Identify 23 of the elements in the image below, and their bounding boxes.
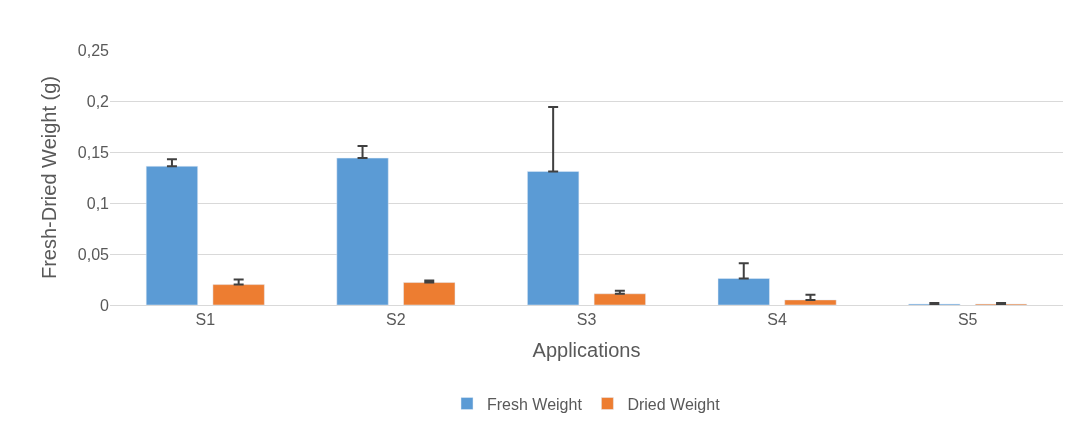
y-tick-label: 0,2 bbox=[86, 92, 110, 110]
bar bbox=[212, 284, 265, 305]
bar bbox=[336, 157, 389, 305]
bar bbox=[593, 293, 646, 305]
bar bbox=[403, 282, 456, 305]
bar bbox=[717, 278, 770, 305]
bar bbox=[527, 171, 580, 305]
legend-label: Dried Weight bbox=[627, 395, 721, 413]
y-tick-label: 0,25 bbox=[77, 41, 110, 59]
y-tick-label: 0,1 bbox=[86, 194, 110, 212]
bar bbox=[145, 166, 198, 305]
legend-label: Fresh Weight bbox=[487, 395, 583, 413]
y-tick-label: 0,05 bbox=[77, 245, 110, 263]
x-tick-label: S4 bbox=[767, 311, 787, 329]
x-axis-title: Applications bbox=[532, 338, 641, 361]
x-tick-label: S3 bbox=[576, 311, 597, 329]
x-tick-label: S5 bbox=[957, 311, 978, 329]
x-tick-label: S2 bbox=[386, 311, 406, 329]
y-tick-label: 0 bbox=[100, 296, 110, 314]
y-axis-title: Fresh-Dried Weight (g) bbox=[38, 75, 61, 280]
x-tick-label: S1 bbox=[195, 311, 216, 329]
y-tick-label: 0,15 bbox=[77, 143, 110, 161]
bar bbox=[784, 299, 837, 305]
